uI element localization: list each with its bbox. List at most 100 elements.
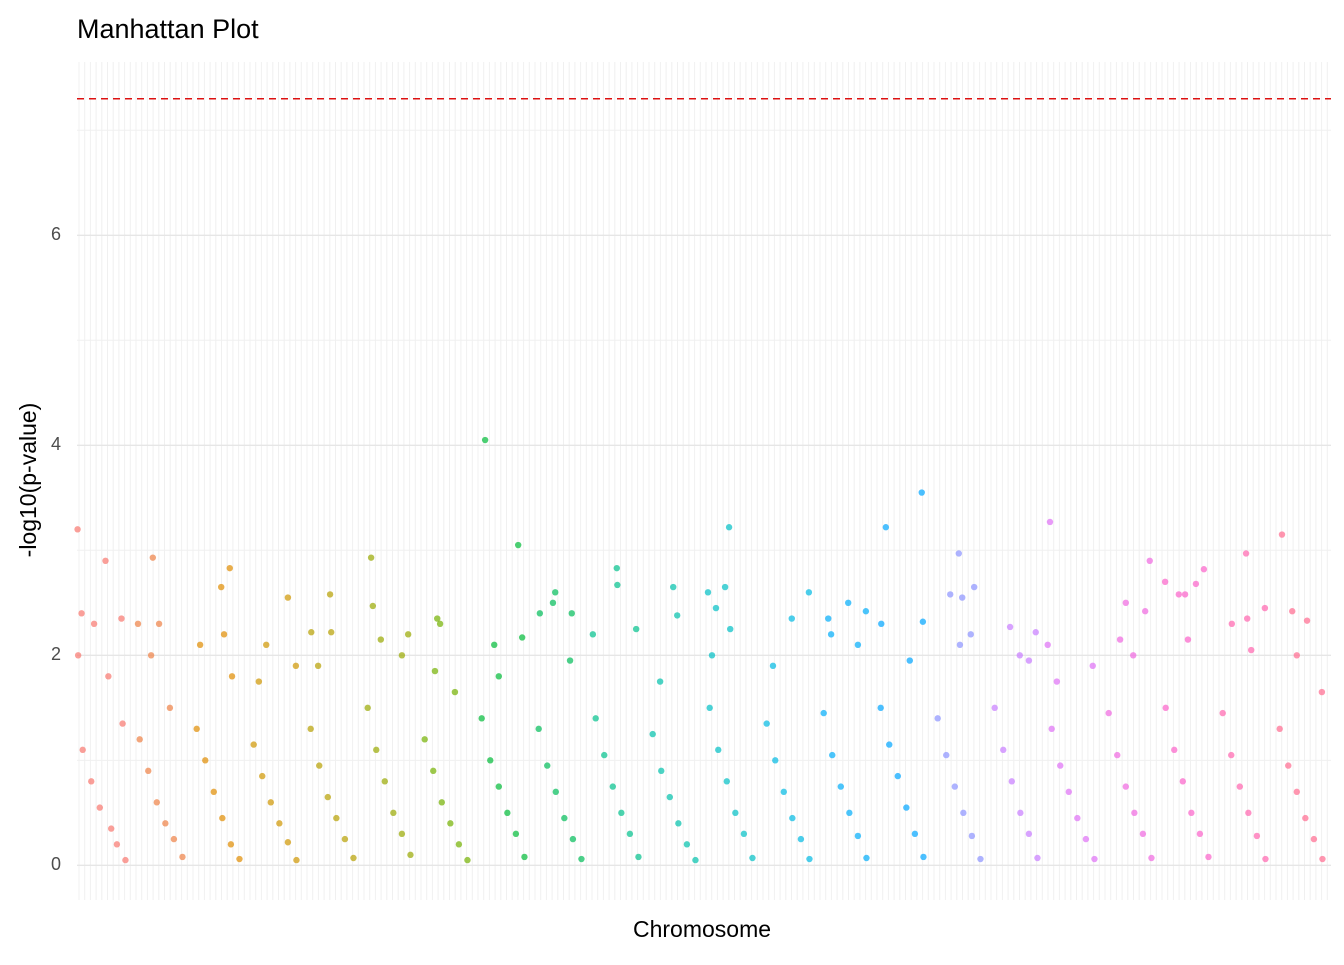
snp-point [1196, 830, 1204, 838]
snp-point [544, 762, 551, 769]
snp-point [1122, 599, 1130, 607]
snp-point [846, 809, 853, 817]
snp-point [293, 856, 300, 864]
snp-point [763, 720, 770, 727]
snp-point [788, 615, 795, 622]
snp-point [970, 583, 978, 591]
snp-point [1228, 751, 1235, 759]
snp-point [487, 757, 494, 764]
snp-point [683, 841, 691, 848]
snp-point [481, 436, 489, 444]
snp-point [314, 662, 322, 670]
chart-title: Manhattan Plot [77, 14, 259, 44]
snp-point [1200, 566, 1208, 573]
snp-point [991, 704, 998, 712]
snp-point [1242, 550, 1250, 557]
snp-point [88, 778, 95, 785]
snp-point [1245, 809, 1252, 817]
snp-point [1302, 814, 1309, 822]
snp-point [324, 793, 331, 801]
snp-point [504, 809, 511, 817]
points [74, 436, 1326, 864]
snp-point [259, 772, 266, 780]
snp-point [1228, 620, 1236, 628]
snp-point [119, 720, 126, 727]
snp-point [96, 804, 104, 811]
snp-point [219, 814, 226, 822]
snp-point [1276, 725, 1283, 733]
snp-point [658, 767, 665, 775]
snp-point [1044, 641, 1051, 649]
snp-point [1032, 629, 1039, 636]
snp-point [326, 591, 334, 598]
snp-point [202, 757, 209, 764]
snp-point [613, 564, 620, 572]
snp-point [549, 599, 557, 607]
snp-point [1148, 854, 1155, 862]
snp-point [1244, 615, 1251, 622]
snp-point [854, 641, 862, 649]
snp-point [451, 688, 459, 696]
snp-point [1171, 746, 1178, 754]
snp-point [1262, 855, 1269, 863]
snp-point [670, 583, 677, 591]
snp-point [102, 557, 109, 565]
snp-point [1053, 678, 1061, 685]
snp-point [1000, 746, 1007, 754]
snp-point [960, 809, 967, 817]
snp-point [220, 631, 228, 638]
snp-point [609, 783, 616, 790]
snp-point [1319, 855, 1326, 863]
snp-point [740, 830, 748, 838]
snp-point [74, 652, 82, 659]
snp-point [943, 751, 950, 759]
snp-point [153, 799, 160, 806]
snp-point [1074, 814, 1081, 822]
snp-point [919, 618, 927, 625]
snp-point [1139, 830, 1147, 838]
snp-point [894, 772, 901, 780]
snp-point [712, 604, 720, 612]
snp-point [568, 610, 575, 617]
snp-point [947, 591, 954, 598]
snp-point [1034, 854, 1041, 862]
snp-point [1146, 557, 1153, 565]
snp-point [377, 636, 385, 643]
snp-point [79, 746, 86, 754]
snp-point [145, 767, 152, 775]
snp-point [398, 652, 406, 659]
snp-point [1048, 725, 1055, 733]
snp-point [105, 673, 112, 680]
snp-point [805, 589, 813, 596]
snp-point [967, 631, 974, 638]
snp-point [373, 746, 380, 754]
y-tick-label: 4 [51, 434, 61, 454]
snp-point [959, 594, 966, 601]
snp-point [1219, 709, 1226, 717]
snp-point [455, 841, 463, 848]
snp-point [350, 854, 357, 862]
snp-point [436, 620, 444, 628]
snp-point [521, 853, 528, 861]
snp-point [155, 620, 163, 628]
snp-point [862, 608, 870, 615]
snp-point [806, 855, 813, 863]
snp-point [721, 583, 729, 591]
snp-point [166, 704, 174, 712]
snp-point [715, 746, 722, 754]
snp-point [877, 704, 884, 712]
snp-point [210, 788, 217, 796]
snp-point [333, 814, 340, 822]
snp-point [692, 856, 699, 864]
snp-point [968, 832, 976, 840]
snp-point [407, 851, 414, 859]
snp-point [1131, 809, 1138, 817]
snp-point [618, 809, 625, 817]
snp-point [170, 835, 178, 843]
snp-point [518, 634, 526, 641]
snp-point [649, 730, 656, 738]
snp-point [863, 854, 870, 862]
snp-point [478, 715, 485, 722]
snp-point [635, 853, 642, 861]
